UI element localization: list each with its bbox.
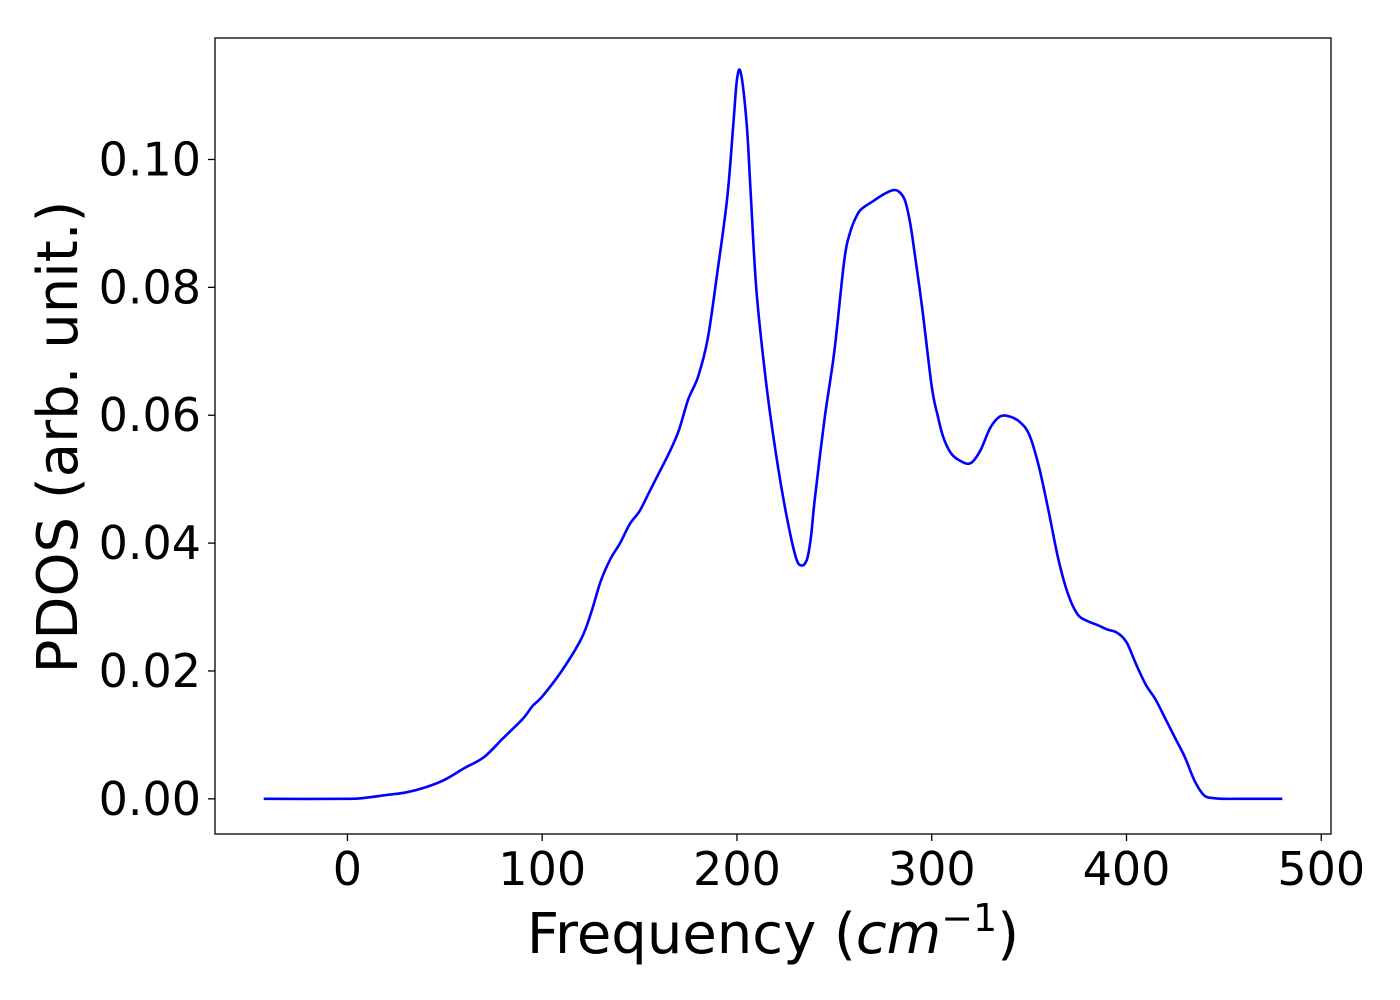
plot-frame bbox=[214, 37, 1332, 835]
y-tick-label: 0.08 bbox=[99, 260, 201, 314]
y-tick-label: 0.02 bbox=[99, 644, 201, 698]
x-tick-label: 0 bbox=[333, 842, 362, 896]
x-tick-label: 200 bbox=[693, 842, 781, 896]
x-axis-ticks: 0 100 200 300 400 500 bbox=[333, 834, 1365, 896]
pdos-series-line bbox=[263, 68, 1283, 801]
y-tick-label: 0.06 bbox=[99, 388, 201, 442]
x-axis-label-close: ) bbox=[997, 902, 1019, 967]
x-axis-label-unit: cm bbox=[856, 902, 941, 967]
x-tick-label: 100 bbox=[498, 842, 586, 896]
y-tick-label: 0.00 bbox=[99, 772, 201, 826]
x-axis-label-main: Frequency ( bbox=[527, 902, 856, 967]
y-tick-label: 0.10 bbox=[99, 132, 201, 186]
y-tick-label: 0.04 bbox=[99, 516, 201, 570]
x-axis-label-exponent: −1 bbox=[941, 896, 997, 940]
x-tick-label: 500 bbox=[1277, 842, 1365, 896]
y-axis-label: PDOS (arb. unit.) bbox=[26, 201, 91, 674]
x-tick-label: 400 bbox=[1083, 842, 1171, 896]
x-tick-label: 300 bbox=[888, 842, 976, 896]
x-axis-label: Frequency (cm−1) bbox=[527, 896, 1019, 967]
y-axis-ticks: 0.00 0.02 0.04 0.06 0.08 0.10 bbox=[99, 132, 215, 826]
